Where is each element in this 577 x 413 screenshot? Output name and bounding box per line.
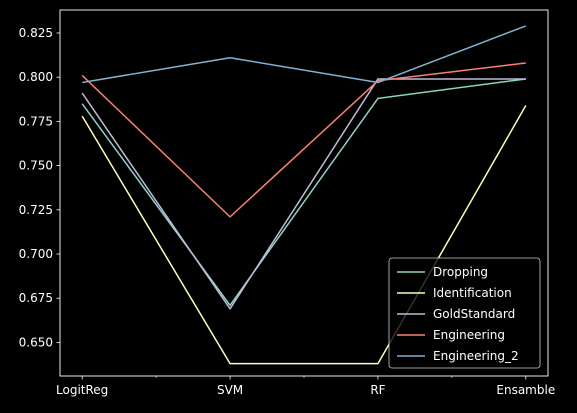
legend-label-2: Identification <box>433 286 512 300</box>
x-tick-label-4: Ensamble <box>496 383 555 397</box>
legend-box <box>388 257 541 369</box>
series-line-1 <box>81 78 526 307</box>
y-tick-label-6: 0.775 <box>19 114 53 128</box>
y-tick-label-4: 0.725 <box>19 203 53 217</box>
series-line-2 <box>81 105 527 365</box>
y-tick-label-8: 0.825 <box>19 26 53 40</box>
series-layer <box>81 25 527 365</box>
y-axis: 0.650 0.675 0.700 0.725 0.750 0.775 0.800 0.825 <box>19 26 60 349</box>
x-tick-label-3: RF <box>370 383 385 397</box>
y-tick-label-1: 0.650 <box>19 335 53 349</box>
y-tick-label-3: 0.700 <box>19 247 53 261</box>
x-tick-label-2: SVM <box>217 383 243 397</box>
legend: Dropping Identification GoldStandard Engine… <box>388 257 541 369</box>
x-axis: LogitReg SVM RF Ensamble <box>56 376 555 397</box>
legend-label-3: GoldStandard <box>433 307 515 321</box>
series-line-5 <box>82 25 527 84</box>
legend-label-1: Dropping <box>433 265 488 279</box>
y-tick-label-2: 0.675 <box>19 291 53 305</box>
legend-label-4: Engineering <box>433 328 505 342</box>
series-line-3 <box>81 78 526 310</box>
y-tick-label-5: 0.750 <box>19 159 53 173</box>
y-tick-label-7: 0.800 <box>19 70 53 84</box>
x-tick-label-1: LogitReg <box>56 383 108 397</box>
legend-label-5: Engineering_2 <box>433 349 519 363</box>
series-line-4 <box>81 62 526 218</box>
